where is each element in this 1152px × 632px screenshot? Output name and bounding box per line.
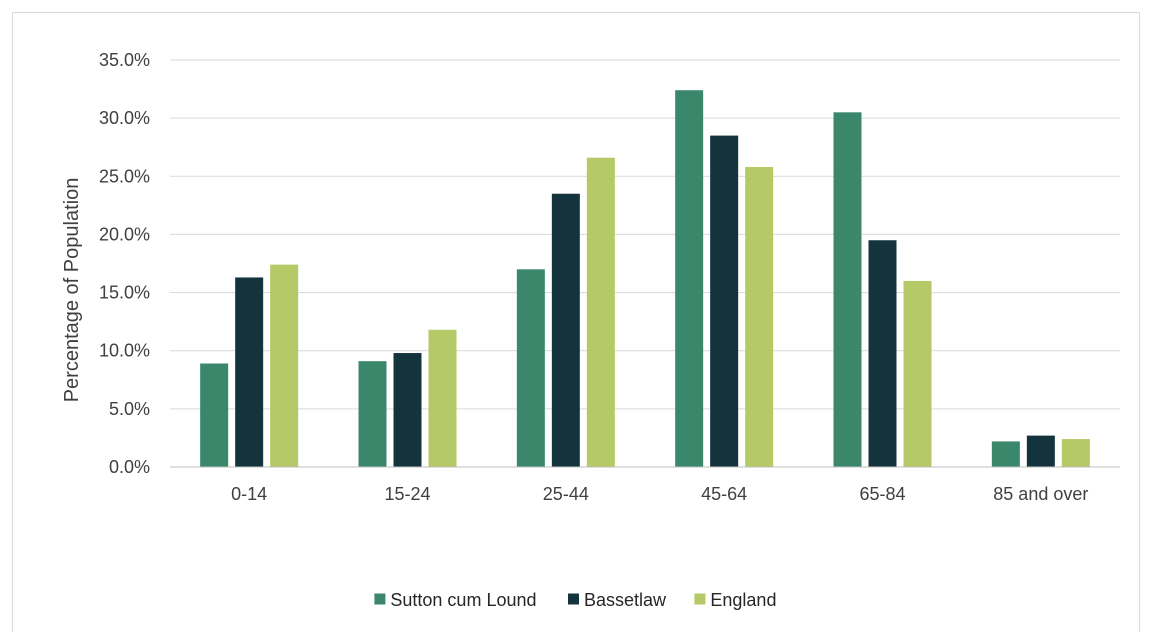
y-axis-tick-labels: 0.0% 5.0% 10.0% 15.0% 20.0% 25.0% 30.0% 35.0% [99,50,150,477]
bar-bassetlaw-0 [235,277,264,467]
y-tick-label: 0.0% [109,457,150,477]
bar-england-5 [1061,439,1090,467]
legend-swatch [374,593,386,605]
y-tick-label: 30.0% [99,108,150,128]
y-tick-label: 5.0% [109,399,150,419]
bar-england-4 [903,280,932,467]
x-axis-tick-labels: 0-14 15-24 25-44 45-64 65-84 85 and over [231,484,1088,504]
bar-sutton-cum-lound-5 [991,441,1020,467]
x-tick-label: 25-44 [543,484,589,504]
bar-england-2 [586,157,615,467]
bars [200,90,1090,468]
bar-bassetlaw-1 [393,353,422,467]
bar-bassetlaw-5 [1026,435,1055,467]
bar-england-0 [270,264,299,467]
bar-sutton-cum-lound-1 [358,361,387,467]
y-tick-label: 10.0% [99,341,150,361]
bar-bassetlaw-4 [868,240,897,467]
y-tick-label: 15.0% [99,283,150,303]
bar-sutton-cum-lound-4 [833,112,862,467]
chart-frame [12,12,1140,632]
bar-sutton-cum-lound-0 [200,363,229,467]
legend-label: England [710,590,776,610]
bar-sutton-cum-lound-3 [675,90,704,467]
x-tick-label: 65-84 [859,484,905,504]
bar-england-3 [745,166,774,468]
y-axis-title: Percentage of Population [61,178,83,403]
bar-sutton-cum-lound-2 [516,269,545,467]
gridlines [170,59,1120,410]
x-tick-label: 85 and over [993,484,1088,504]
x-tick-label: 15-24 [384,484,430,504]
bar-bassetlaw-2 [551,193,580,467]
x-tick-label: 45-64 [701,484,747,504]
y-tick-label: 35.0% [99,50,150,70]
legend-swatch [694,593,706,605]
y-tick-label: 25.0% [99,166,150,186]
bar-bassetlaw-3 [710,135,739,468]
legend-label: Sutton cum Lound [390,590,536,610]
y-tick-label: 20.0% [99,224,150,244]
x-tick-label: 0-14 [231,484,267,504]
bar-england-1 [428,329,457,467]
legend-swatch [568,593,579,605]
legend: Sutton cum Lound Bassetlaw England [374,590,776,610]
legend-label: Bassetlaw [584,590,667,610]
